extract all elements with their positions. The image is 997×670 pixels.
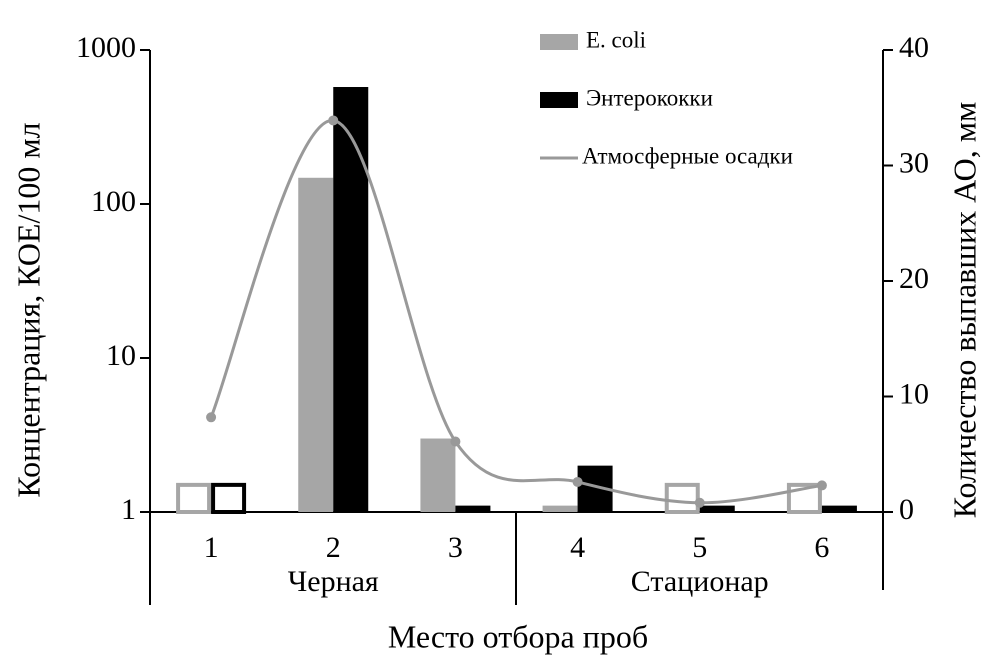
x-tick-label: 4 xyxy=(570,531,585,564)
bar xyxy=(821,505,857,512)
bar xyxy=(420,438,456,512)
bar xyxy=(298,177,334,512)
bar xyxy=(176,482,212,515)
precip-point xyxy=(450,436,461,447)
x-tick-label: 2 xyxy=(326,531,341,564)
precip-point xyxy=(206,412,217,423)
y-axis-label: Концентрация, КОЕ/100 мл xyxy=(10,122,46,497)
x-axis-label: Место отбора проб xyxy=(388,618,648,654)
bar xyxy=(455,505,491,512)
y-tick-label: 100 xyxy=(91,185,136,218)
y2-tick-label: 40 xyxy=(899,31,929,64)
x-tick-label: 6 xyxy=(814,531,829,564)
precip-point xyxy=(572,476,583,487)
bar xyxy=(699,505,735,512)
y2-tick-label: 30 xyxy=(899,146,929,179)
y2-tick-label: 10 xyxy=(899,377,929,410)
group-label: Стационар xyxy=(631,565,769,598)
y2-tick-label: 20 xyxy=(899,262,929,295)
legend-swatch xyxy=(540,92,578,108)
precip-point xyxy=(694,497,705,508)
x-tick-label: 1 xyxy=(204,531,219,564)
y-tick-label: 10 xyxy=(106,339,136,372)
y2-tick-label: 0 xyxy=(899,493,914,526)
precip-point xyxy=(328,115,339,126)
y-tick-label: 1000 xyxy=(76,31,136,64)
bar xyxy=(664,482,700,515)
group-label: Черная xyxy=(288,565,379,598)
legend-label: E. coli xyxy=(586,27,646,52)
bar xyxy=(211,482,247,515)
x-tick-label: 3 xyxy=(448,531,463,564)
precip-point xyxy=(816,480,827,491)
legend-label: Атмосферные осадки xyxy=(582,143,793,168)
bar xyxy=(542,505,578,512)
y-tick-label: 1 xyxy=(121,493,136,526)
x-tick-label: 5 xyxy=(692,531,707,564)
legend-swatch xyxy=(540,34,578,50)
legend-label: Энтерококки xyxy=(586,85,713,110)
y2-axis-label: Количество выпавших АО, мм xyxy=(946,102,982,519)
bar xyxy=(333,87,369,512)
